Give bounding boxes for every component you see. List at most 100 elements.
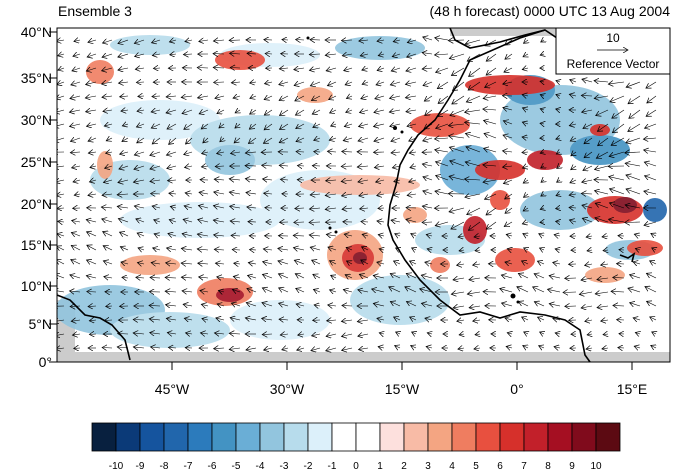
wind-vector: [360, 110, 369, 113]
wind-vector: [626, 189, 641, 195]
axis-ticks: [49, 31, 633, 370]
wind-vector: [342, 151, 353, 152]
wind-vector: [105, 166, 113, 168]
wind-vector: [249, 123, 257, 129]
wind-vector: [153, 68, 161, 69]
wind-vector: [135, 54, 145, 56]
wind-vector: [262, 318, 273, 320]
wind-vector: [635, 333, 640, 335]
colorbar-label: -9: [136, 461, 145, 471]
wind-vector: [262, 334, 273, 335]
wind-vector: [278, 248, 289, 250]
lat-label-15n: 15°N: [21, 237, 52, 253]
wind-vector: [379, 333, 384, 334]
colorbar-swatch: [91, 422, 117, 452]
wind-vector: [375, 96, 385, 99]
wind-vector: [57, 124, 65, 127]
wind-vector: [294, 68, 305, 70]
wind-vector: [88, 40, 97, 42]
wind-vector: [358, 138, 369, 141]
wind-vector: [231, 82, 241, 83]
wind-vector: [181, 96, 193, 97]
wind-vector: [407, 124, 417, 126]
reference-vector-box: 10 Reference Vector: [555, 27, 671, 75]
wind-vector: [293, 248, 305, 250]
wind-vector: [341, 40, 353, 41]
wind-vector: [377, 262, 385, 264]
wind-vector: [435, 222, 449, 226]
wind-vector: [646, 273, 657, 279]
wind-vector: [484, 133, 497, 139]
wind-vector: [451, 221, 465, 229]
wind-vector: [522, 122, 529, 124]
wind-vector: [503, 151, 513, 152]
reference-vector-label: Reference Vector: [567, 57, 660, 71]
wind-vector: [396, 248, 400, 250]
wind-vector: [331, 124, 336, 126]
colorbar-swatch: [499, 422, 525, 452]
wind-vector: [182, 291, 193, 292]
wind-vector: [597, 123, 609, 131]
wind-vector: [230, 221, 241, 222]
wind-vector: [450, 161, 465, 167]
wind-vector: [540, 54, 544, 55]
wind-vector: [421, 303, 433, 306]
wind-vector: [152, 96, 161, 97]
wind-vector: [213, 40, 225, 41]
wind-vector: [217, 152, 225, 154]
wind-vector: [556, 194, 560, 196]
wind-vector: [199, 110, 209, 114]
wind-vector: [503, 82, 513, 84]
wind-vector: [500, 289, 513, 292]
wind-vector: [118, 334, 129, 335]
wind-vector: [341, 320, 353, 321]
lake-chad: [619, 252, 636, 263]
wind-vector: [265, 82, 273, 84]
wind-vector: [540, 95, 544, 96]
wind-vector: [57, 274, 65, 278]
wind-vector: [392, 54, 401, 57]
wind-vector: [248, 263, 257, 264]
wind-vector: [201, 124, 209, 129]
wind-vector: [280, 179, 289, 180]
colorbar-label: -6: [208, 461, 217, 471]
wind-vector: [229, 192, 241, 194]
wind-vector: [582, 218, 593, 222]
wind-vector: [296, 138, 305, 142]
wind-vector: [628, 123, 641, 132]
wind-vector: [422, 164, 433, 166]
wind-vector: [344, 124, 353, 127]
wind-vector: [626, 137, 641, 143]
wind-vector: [167, 333, 177, 334]
wind-vector: [646, 109, 657, 116]
wind-vector: [166, 318, 177, 320]
wind-vector: [342, 54, 353, 56]
wind-vector: [86, 220, 97, 222]
wind-vector: [152, 54, 161, 56]
wind-vector: [312, 110, 321, 114]
wind-vector: [232, 290, 241, 293]
wind-vector: [652, 332, 656, 334]
wind-vector: [121, 262, 129, 264]
wind-vector: [57, 334, 65, 336]
wind-vector: [250, 96, 257, 98]
wind-vector: [198, 263, 209, 264]
wind-vector: [569, 124, 577, 126]
wind-vector: [602, 236, 609, 237]
wind-vector: [556, 208, 560, 209]
wind-vector: [540, 332, 544, 334]
wind-vector: [362, 82, 369, 84]
wind-vector: [373, 275, 385, 278]
colorbar-label: 0: [353, 461, 359, 471]
wind-vector: [87, 292, 97, 293]
wind-vector: [635, 249, 640, 251]
wind-vector: [70, 138, 81, 141]
wind-vector: [420, 289, 433, 292]
wind-vector: [540, 81, 544, 82]
wind-vector: [473, 264, 481, 265]
wind-vector: [453, 81, 465, 91]
wind-vector: [154, 234, 161, 236]
wind-vector: [295, 274, 305, 278]
wind-vector: [390, 302, 401, 307]
wind-vector: [200, 291, 209, 293]
